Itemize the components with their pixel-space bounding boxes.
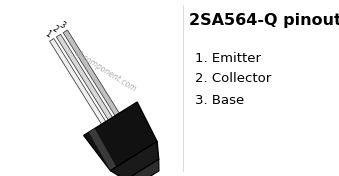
Polygon shape xyxy=(49,39,107,126)
Polygon shape xyxy=(111,142,159,176)
Polygon shape xyxy=(56,34,114,122)
Polygon shape xyxy=(89,128,116,171)
Text: 2SA564-Q pinout: 2SA564-Q pinout xyxy=(189,14,339,29)
Text: 1: 1 xyxy=(43,29,53,39)
Text: 3. Base: 3. Base xyxy=(195,93,244,106)
Text: el-component.com: el-component.com xyxy=(72,48,138,94)
Text: 2. Collector: 2. Collector xyxy=(195,73,271,86)
Text: 2: 2 xyxy=(50,24,59,35)
Polygon shape xyxy=(63,30,120,118)
Polygon shape xyxy=(84,102,157,171)
Polygon shape xyxy=(126,159,159,176)
Text: 1. Emitter: 1. Emitter xyxy=(195,52,261,64)
Text: 3: 3 xyxy=(57,20,66,31)
